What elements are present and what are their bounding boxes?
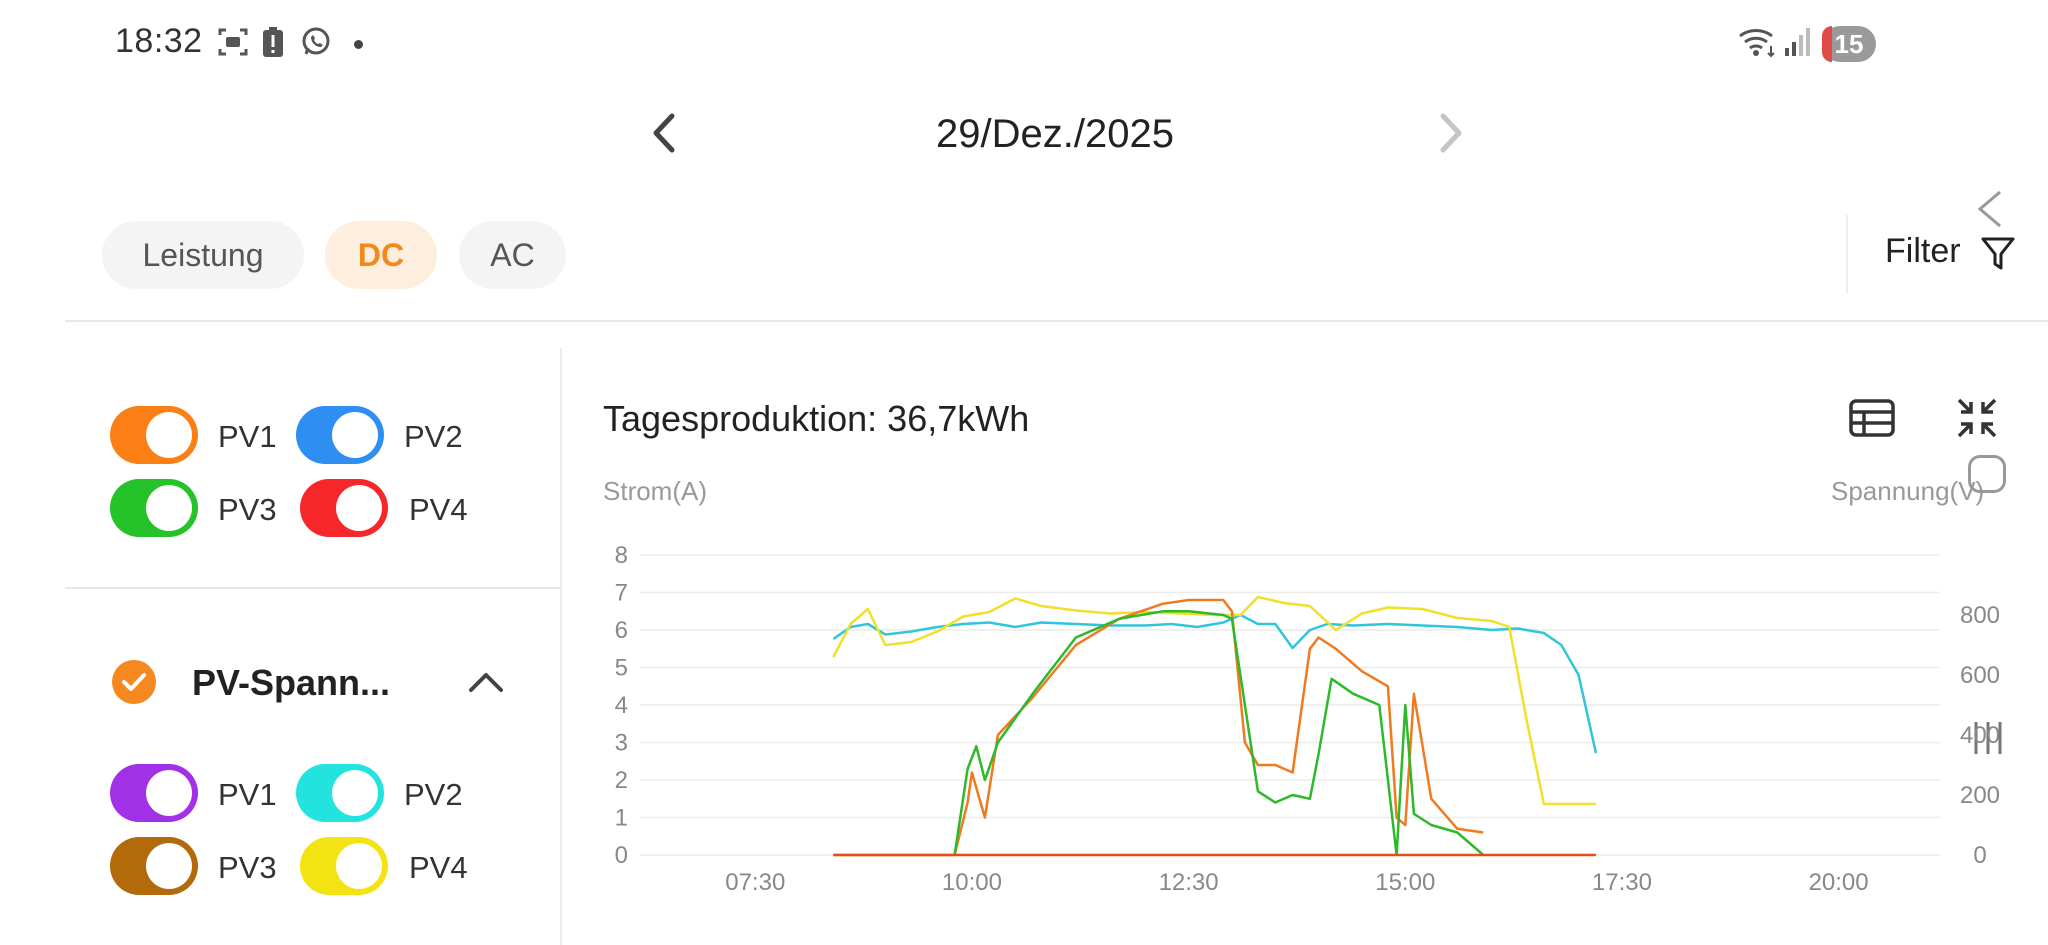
y-right-tick-label: 600: [1960, 662, 2000, 689]
notification-count-badge: 15: [1822, 26, 1876, 62]
tab-dc[interactable]: DC: [325, 221, 437, 289]
y-left-tick-label: 6: [615, 617, 628, 644]
wifi-icon: [1739, 29, 1775, 58]
x-tick-label: 10:00: [942, 869, 1002, 896]
toggle-current-pv1-label: PV1: [218, 419, 277, 454]
chart-title: Tagesproduktion: 36,7kWh: [603, 398, 1030, 439]
status-clock: 18:32: [115, 22, 203, 60]
toggle-current-pv2-label: PV2: [404, 419, 463, 454]
toggle-section-divider: [65, 587, 560, 589]
date-label[interactable]: 29/Dez./2025: [936, 112, 1174, 156]
y-right-tick-label: 800: [1960, 602, 2000, 629]
y-left-tick-label: 3: [615, 730, 628, 757]
section-check-icon[interactable]: [112, 660, 156, 704]
battery-alert-icon: [263, 27, 283, 57]
previous-day-button[interactable]: [640, 108, 690, 158]
y-right-tick-label: 400: [1960, 722, 2000, 749]
left-axis-label: Strom(A): [603, 476, 707, 506]
panel-divider: [560, 348, 562, 945]
y-left-tick-label: 1: [615, 805, 628, 832]
x-tick-label: 15:00: [1375, 869, 1435, 896]
right-axis-label: Spannung(V): [1831, 476, 1985, 506]
filter-icon[interactable]: [1980, 235, 2016, 273]
y-left-tick-label: 5: [615, 655, 628, 682]
toggle-voltage-pv2-label: PV2: [404, 777, 463, 812]
x-tick-label: 17:30: [1592, 869, 1652, 896]
recent-apps-icon[interactable]: [1968, 718, 2008, 758]
toggle-voltage-pv4-label: PV4: [409, 850, 468, 885]
screenshot-icon: [218, 28, 248, 56]
toggle-voltage-pv1[interactable]: [110, 764, 198, 822]
toggle-current-pv3[interactable]: [110, 479, 198, 537]
toggle-voltage-pv4[interactable]: [300, 837, 388, 895]
next-day-button[interactable]: [1425, 108, 1475, 158]
series-line-4: [953, 610, 1485, 857]
chevron-up-icon[interactable]: [465, 664, 507, 700]
x-tick-label: 07:30: [725, 869, 785, 896]
tab-leistung[interactable]: Leistung: [102, 221, 304, 289]
y-right-tick-label: 200: [1960, 782, 2000, 809]
filter-divider: [1846, 215, 1848, 293]
x-tick-label: 20:00: [1809, 869, 1869, 896]
tab-ac[interactable]: AC: [459, 221, 566, 289]
voltage-section-title[interactable]: PV-Spann...: [192, 662, 391, 703]
toggle-voltage-pv3[interactable]: [110, 837, 198, 895]
y-left-tick-label: 2: [615, 767, 628, 794]
y-left-tick-label: 4: [615, 692, 628, 719]
signal-icon: [1785, 28, 1810, 56]
toggle-voltage-pv2[interactable]: [296, 764, 384, 822]
toggle-current-pv4-label: PV4: [409, 492, 468, 527]
series-line-1: [832, 613, 1598, 754]
x-tick-label: 12:30: [1159, 869, 1219, 896]
notification-dot-icon: [354, 40, 363, 49]
toggle-voltage-pv3-label: PV3: [218, 850, 277, 885]
dc-chart: 0 1 2 3 4 5 6 7 8 0 200 400 600 800 07:30 10:00 12:30 15:…: [615, 542, 2000, 896]
chevron-left-icon[interactable]: [1972, 186, 2008, 232]
collapse-icon[interactable]: [1955, 396, 1999, 440]
status-bar: 18:32 15: [0, 0, 2048, 90]
y-right-tick-label: 0: [1973, 842, 1986, 869]
filter-button[interactable]: Filter: [1885, 232, 1961, 270]
toggle-current-pv1[interactable]: [110, 406, 198, 464]
floating-overlay-icon[interactable]: [1968, 455, 2006, 493]
whatsapp-icon: [302, 27, 330, 55]
toggle-current-pv3-label: PV3: [218, 492, 277, 527]
header-divider: [65, 320, 2048, 322]
y-left-tick-label: 8: [615, 542, 628, 569]
toggle-current-pv4[interactable]: [300, 479, 388, 537]
toggle-voltage-pv1-label: PV1: [218, 777, 277, 812]
y-left-tick-label: 0: [615, 842, 628, 869]
toggle-current-pv2[interactable]: [296, 406, 384, 464]
table-view-icon[interactable]: [1848, 396, 1896, 440]
y-left-tick-label: 7: [615, 580, 628, 607]
